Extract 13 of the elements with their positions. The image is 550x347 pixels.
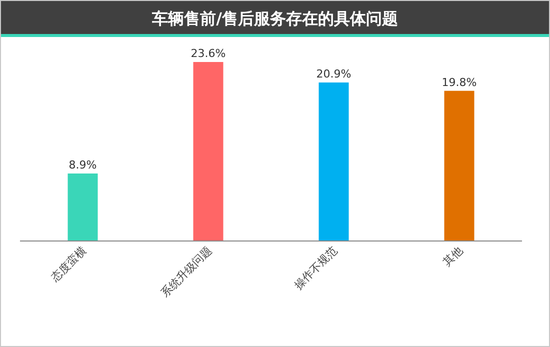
data-label: 8.9% <box>68 158 97 172</box>
x-tick-label: 其他 <box>440 244 466 269</box>
bar <box>193 62 224 241</box>
data-label: 23.6% <box>190 47 226 60</box>
data-label: 19.8% <box>442 76 477 89</box>
x-tick-label: 系统升级问题 <box>158 244 214 300</box>
bar <box>444 90 474 241</box>
x-tick-label: 态度蛮横 <box>48 244 89 285</box>
bar <box>318 82 349 241</box>
x-tick-label: 操作不规范 <box>292 244 340 292</box>
data-label: 20.9% <box>316 67 352 80</box>
chart-title: 车辆售前/售后服务存在的具体问题 <box>151 9 398 28</box>
bar <box>68 173 98 241</box>
